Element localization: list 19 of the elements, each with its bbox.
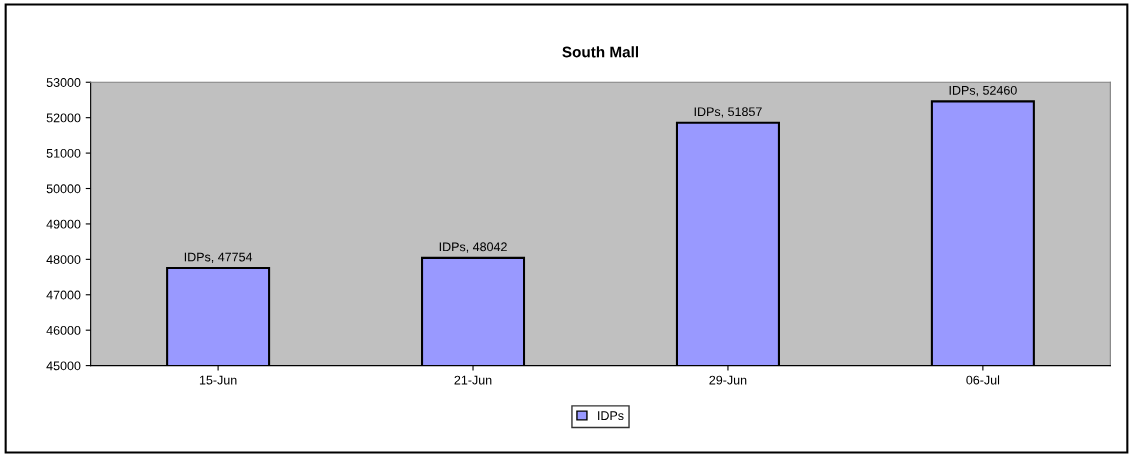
data-label: IDPs, 52460: [949, 85, 1017, 97]
x-tick-label: 29-Jun: [709, 375, 747, 385]
y-tick-label: 50000: [46, 184, 81, 194]
y-tick-label: 52000: [46, 113, 81, 123]
y-tick-label: 46000: [46, 325, 81, 335]
y-tick-label: 51000: [46, 148, 81, 158]
data-label: IDPs, 47754: [184, 252, 253, 263]
y-tick-label: 48000: [46, 255, 81, 264]
x-tick-label: 15-Jun: [199, 375, 237, 385]
data-label: IDPs, 48042: [439, 242, 507, 253]
x-tick-label: 06-Jul: [966, 375, 1000, 385]
y-tick-label: 49000: [46, 219, 81, 229]
x-tick-label: 21-Jun: [454, 375, 492, 385]
data-label: IDPs, 51857: [694, 107, 762, 118]
chart-title: South Mall: [562, 46, 639, 58]
y-tick-label: 45000: [46, 361, 81, 371]
y-tick-label: 47000: [46, 290, 81, 300]
legend-label: IDPs: [598, 411, 624, 421]
y-tick-label: 53000: [46, 78, 81, 87]
